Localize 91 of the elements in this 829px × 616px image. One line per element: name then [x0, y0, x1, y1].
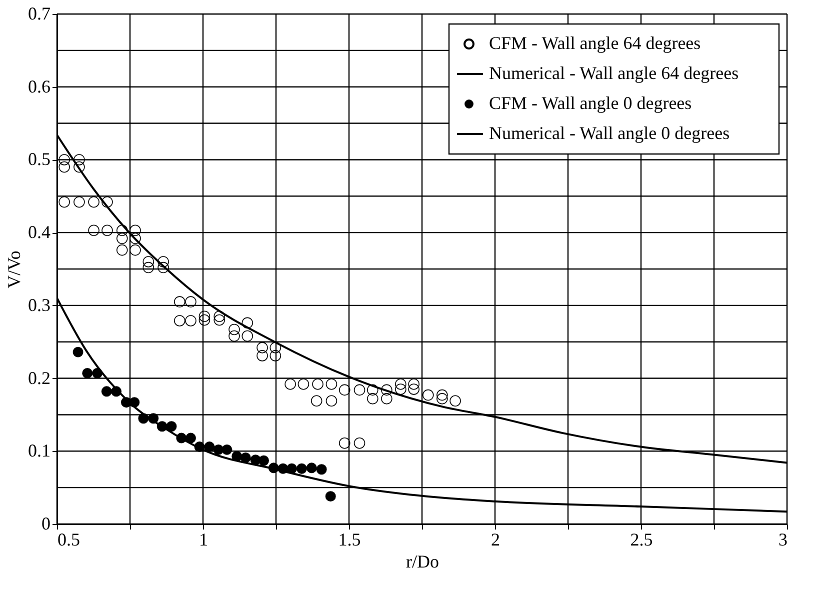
- point: [58, 161, 70, 173]
- point: [158, 262, 169, 274]
- x-tick-label: 1: [199, 530, 208, 550]
- point: [198, 310, 210, 322]
- point: [101, 386, 112, 397]
- point: [82, 368, 93, 378]
- legend-label: Numerical - Wall angle 0 degrees: [489, 123, 730, 143]
- point: [72, 346, 84, 358]
- x-axis-title: r/Do: [406, 552, 439, 572]
- point: [185, 432, 196, 444]
- point: [102, 224, 113, 236]
- x-tick-label: 1.5: [338, 530, 361, 550]
- point: [116, 244, 128, 256]
- y-tick-label: 0.7: [28, 4, 50, 24]
- point: [256, 342, 268, 354]
- point: [185, 296, 196, 308]
- point: [298, 378, 310, 390]
- point: [354, 384, 366, 396]
- x-tick-label: 2.5: [630, 530, 653, 550]
- legend-label: CFM - Wall angle 0 degrees: [489, 93, 692, 113]
- point: [381, 393, 392, 404]
- point: [354, 437, 366, 449]
- point: [142, 256, 154, 268]
- point: [408, 378, 420, 390]
- point: [408, 384, 420, 395]
- point: [450, 395, 461, 407]
- x-tick-label: 3: [778, 530, 788, 550]
- point: [228, 330, 240, 342]
- legend-label: Numerical - Wall angle 64 degrees: [489, 63, 739, 83]
- x-tick-label: 0.5: [58, 530, 80, 550]
- point: [185, 315, 196, 326]
- point: [338, 384, 350, 396]
- point: [284, 378, 296, 390]
- point: [222, 444, 232, 455]
- x-tick-label: 2: [491, 530, 500, 550]
- point: [214, 314, 225, 326]
- point: [258, 455, 269, 466]
- point: [367, 393, 378, 404]
- point: [142, 262, 154, 274]
- y-tick-label: 0.6: [28, 76, 50, 96]
- point: [436, 389, 448, 401]
- point: [242, 317, 254, 329]
- point: [436, 393, 448, 404]
- y-axis-title: V/Vo: [4, 250, 24, 288]
- point: [395, 384, 406, 395]
- point: [88, 196, 100, 208]
- y-tick-label: 0.5: [28, 149, 50, 170]
- point: [88, 224, 100, 236]
- point: [395, 378, 406, 390]
- point: [338, 437, 350, 449]
- point: [367, 384, 378, 396]
- point: [326, 378, 338, 390]
- point: [310, 395, 322, 407]
- point: [58, 196, 70, 208]
- point: [166, 421, 177, 432]
- point: [228, 324, 240, 336]
- point: [74, 154, 85, 166]
- point: [174, 296, 186, 308]
- point: [214, 310, 225, 322]
- point: [130, 244, 141, 256]
- point: [198, 314, 210, 326]
- y-tick-label: 0.4: [28, 222, 50, 242]
- point: [240, 452, 251, 463]
- y-tick-label: 0.2: [28, 368, 50, 388]
- point: [256, 350, 268, 362]
- point: [325, 491, 336, 502]
- point: [174, 315, 186, 326]
- point: [204, 442, 215, 452]
- point: [316, 464, 327, 475]
- point: [116, 232, 128, 244]
- point: [74, 161, 85, 173]
- point: [270, 342, 282, 354]
- y-tick-label: 0.3: [28, 294, 50, 315]
- point: [296, 463, 307, 474]
- y-tick-label: 0.1: [28, 440, 50, 461]
- point: [58, 154, 70, 166]
- point: [242, 330, 254, 342]
- point: [381, 384, 392, 396]
- point: [130, 232, 141, 244]
- point: [326, 395, 338, 407]
- point: [116, 224, 128, 236]
- point: [312, 378, 324, 390]
- y-tick-label: 0: [42, 514, 50, 534]
- point: [158, 256, 169, 268]
- legend-label: CFM - Wall angle 64 degrees: [489, 33, 701, 53]
- point: [270, 350, 282, 362]
- point: [102, 196, 113, 208]
- point: [74, 196, 85, 208]
- point: [130, 224, 141, 236]
- point: [306, 462, 317, 474]
- point: [422, 389, 434, 401]
